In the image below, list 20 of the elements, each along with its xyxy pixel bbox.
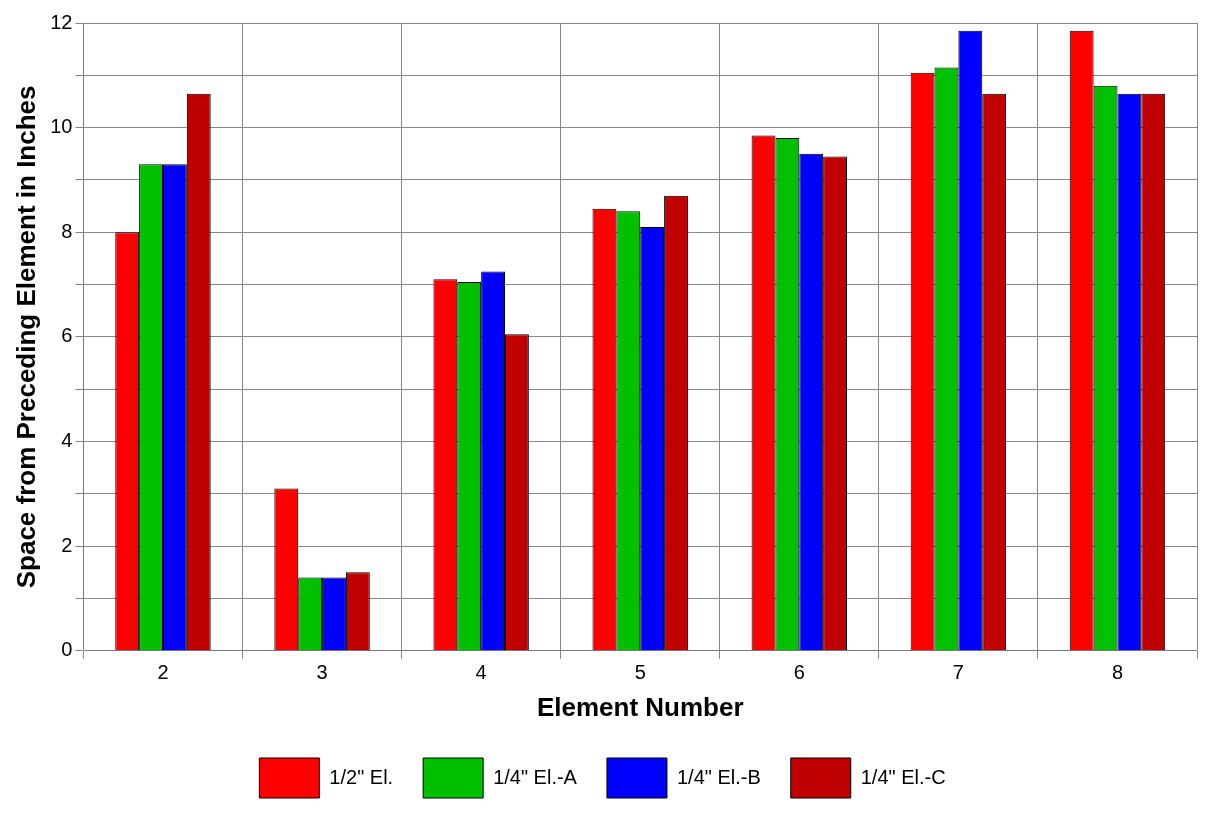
x-tick-label: 4 (475, 661, 487, 684)
legend-label: 1/2" El. (329, 765, 394, 788)
y-tick-label: 8 (61, 219, 73, 242)
legend-label: 1/4" El.-B (676, 765, 761, 788)
y-tick-label: 12 (50, 10, 73, 33)
legend-label: 1/4" El.-A (493, 765, 578, 788)
legend-label: 1/4" El.-C (860, 765, 946, 788)
y-axis-title: Space from Preceding Element in Inches (10, 85, 41, 589)
x-axis-title: Element Number (536, 691, 744, 722)
x-tick-label: 7 (952, 661, 964, 684)
y-tick-label: 6 (61, 324, 73, 347)
y-tick-label: 0 (61, 638, 73, 661)
x-tick-label: 2 (157, 661, 169, 684)
y-tick-label: 2 (61, 533, 73, 556)
y-tick-label: 4 (61, 429, 73, 452)
x-tick-label: 6 (793, 661, 805, 684)
x-tick-label: 5 (634, 661, 646, 684)
y-tick-label: 10 (50, 115, 73, 138)
x-tick-label: 3 (316, 661, 328, 684)
x-tick-label: 8 (1111, 661, 1124, 684)
